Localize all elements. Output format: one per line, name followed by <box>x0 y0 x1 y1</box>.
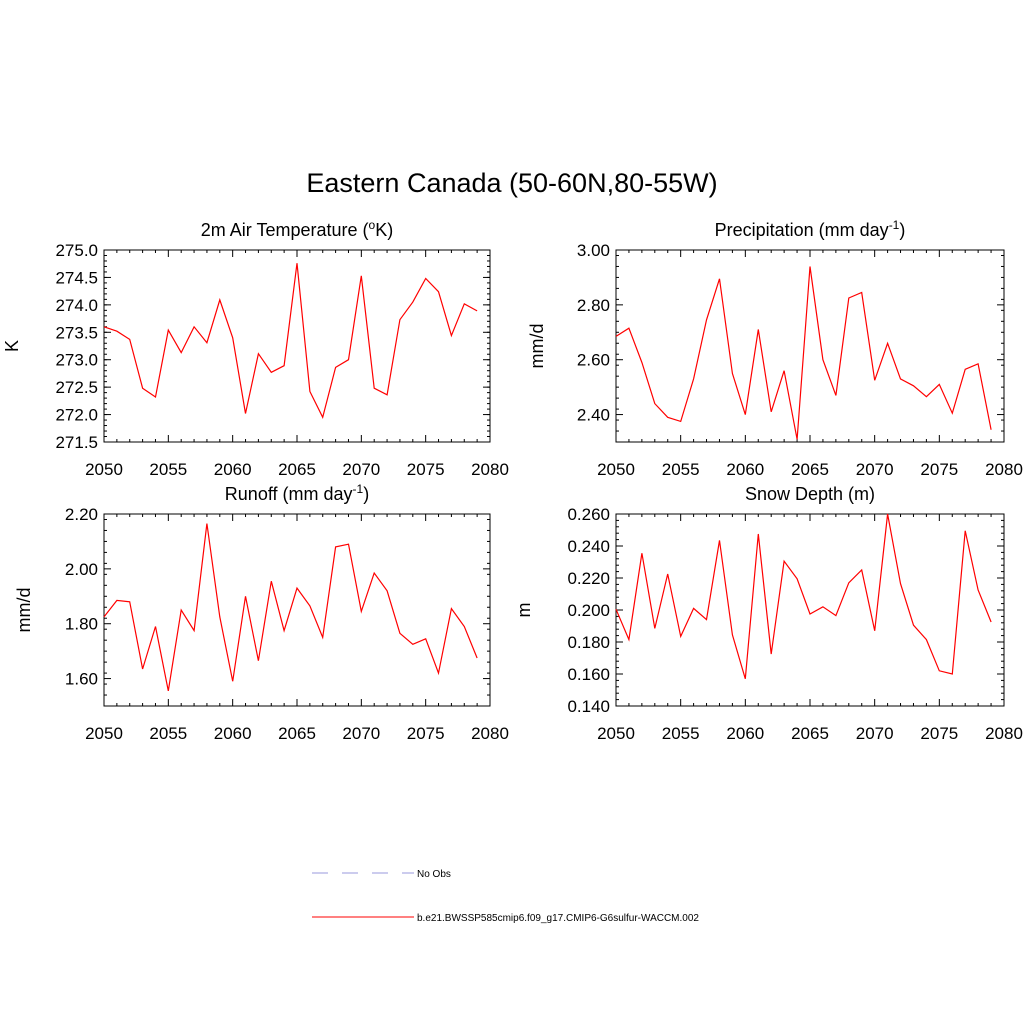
y-tick-label: 274.5 <box>55 268 98 287</box>
y-tick-label: 2.60 <box>577 351 610 370</box>
y-tick-label: 1.60 <box>65 670 98 689</box>
x-tick-label: 2055 <box>149 724 187 743</box>
y-tick-label: 0.220 <box>567 569 610 588</box>
chart-panel-1: 2050 2055 2060 2065 2070 2075 2080 271.5 272.0 27… <box>2 218 509 479</box>
y-tick-label: 0.140 <box>567 697 610 716</box>
y-tick-label: 0.160 <box>567 665 610 684</box>
legend: No Obs b.e21.BWSSP585cmip6.f09_g17.CMIP6-… <box>312 869 699 924</box>
y-tick-label: 2.00 <box>65 560 98 579</box>
chart-panel-4: 2050 2055 2060 2065 2070 2075 2080 0.140 0.160 0.… <box>514 484 1023 743</box>
panel-title: 2m Air Temperature (oK) <box>201 218 393 240</box>
legend-label: b.e21.BWSSP585cmip6.f09_g17.CMIP6-G6sulf… <box>417 913 699 924</box>
x-tick-label: 2055 <box>149 460 187 479</box>
panels-group: 2050 2055 2060 2065 2070 2075 2080 271.5 272.0 27… <box>2 218 1023 743</box>
x-tick-label: 2065 <box>278 460 316 479</box>
y-tick-label: 3.00 <box>577 241 610 260</box>
y-tick-label: 0.240 <box>567 537 610 556</box>
x-tick-label: 2060 <box>214 460 252 479</box>
x-tick-label: 2065 <box>791 724 829 743</box>
y-tick-label: 0.200 <box>567 601 610 620</box>
y-tick-label: 2.40 <box>577 406 610 425</box>
x-tick-label: 2080 <box>985 724 1023 743</box>
x-tick-label: 2055 <box>662 460 700 479</box>
series-line <box>615 513 992 679</box>
y-axis-label: m <box>514 603 534 618</box>
x-tick-label: 2080 <box>985 460 1023 479</box>
x-tick-label: 2080 <box>471 724 509 743</box>
panel-title: Snow Depth (m) <box>745 484 875 504</box>
legend-label: No Obs <box>417 869 451 880</box>
x-tick-label: 2080 <box>471 460 509 479</box>
chart-panel-3: 2050 2055 2060 2065 2070 2075 2080 1.60 1.80 2.00… <box>14 482 509 743</box>
x-tick-label: 2050 <box>85 724 123 743</box>
x-tick-label: 2055 <box>662 724 700 743</box>
plot-frame <box>103 513 491 707</box>
y-tick-label: 272.0 <box>55 406 98 425</box>
plot-frame <box>615 513 1005 707</box>
y-tick-label: 1.80 <box>65 615 98 634</box>
series-line <box>103 523 478 692</box>
y-tick-label: 273.0 <box>55 351 98 370</box>
x-tick-label: 2065 <box>278 724 316 743</box>
y-tick-label: 2.20 <box>65 505 98 524</box>
x-tick-label: 2075 <box>407 460 445 479</box>
y-tick-label: 272.5 <box>55 378 98 397</box>
y-tick-label: 0.180 <box>567 633 610 652</box>
x-tick-label: 2060 <box>726 724 764 743</box>
series-line <box>103 263 478 420</box>
x-tick-label: 2050 <box>85 460 123 479</box>
x-tick-label: 2070 <box>856 724 894 743</box>
y-axis-label: K <box>2 340 22 352</box>
x-tick-label: 2070 <box>342 724 380 743</box>
x-tick-label: 2070 <box>856 460 894 479</box>
x-tick-label: 2060 <box>214 724 252 743</box>
y-tick-label: 2.80 <box>577 296 610 315</box>
x-tick-label: 2075 <box>407 724 445 743</box>
x-tick-label: 2050 <box>597 724 635 743</box>
y-tick-label: 0.260 <box>567 505 610 524</box>
x-tick-label: 2070 <box>342 460 380 479</box>
main-title: Eastern Canada (50-60N,80-55W) <box>306 168 718 198</box>
y-tick-label: 271.5 <box>55 433 98 452</box>
x-tick-label: 2075 <box>920 460 958 479</box>
y-tick-label: 273.5 <box>55 323 98 342</box>
x-tick-label: 2065 <box>791 460 829 479</box>
x-tick-label: 2060 <box>726 460 764 479</box>
y-axis-label: mm/d <box>14 588 34 633</box>
y-axis-label: mm/d <box>527 324 547 369</box>
series-line <box>615 266 992 440</box>
plot-frame <box>103 249 491 443</box>
x-tick-label: 2075 <box>920 724 958 743</box>
y-tick-label: 275.0 <box>55 241 98 260</box>
panel-title: Runoff (mm day-1) <box>225 482 369 504</box>
x-tick-label: 2050 <box>597 460 635 479</box>
panel-title: Precipitation (mm day-1) <box>715 218 906 240</box>
chart-panel-2: 2050 2055 2060 2065 2070 2075 2080 2.40 2.60 2.80… <box>527 218 1023 479</box>
y-tick-label: 274.0 <box>55 296 98 315</box>
plot-frame <box>615 249 1005 443</box>
